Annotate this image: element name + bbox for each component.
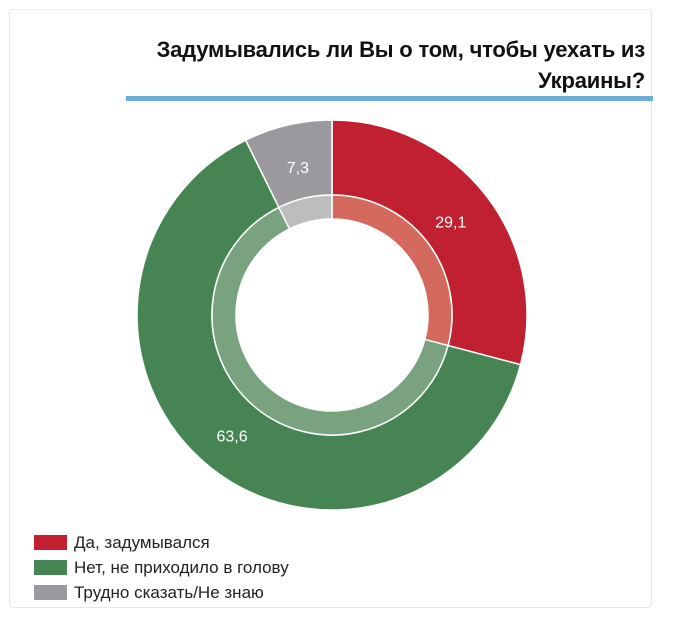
chart-legend: Да, задумывался Нет, не приходило в голо… bbox=[34, 530, 289, 605]
legend-item-no: Нет, не приходило в голову bbox=[34, 555, 289, 580]
legend-swatch-hard bbox=[34, 585, 67, 600]
donut-hole bbox=[236, 219, 428, 411]
legend-label-yes: Да, задумывался bbox=[74, 532, 210, 552]
legend-label-hard: Трудно сказать/Не знаю bbox=[74, 582, 264, 602]
chart-title: Задумывались ли Вы о том, чтобы уехать и… bbox=[156, 37, 646, 93]
title-underline bbox=[126, 96, 653, 101]
slice-label-no: 63,6 bbox=[216, 429, 247, 446]
slice-label-yes: 29,1 bbox=[435, 215, 466, 232]
legend-label-no: Нет, не приходило в голову bbox=[74, 557, 289, 577]
slice-label-hard: 7,3 bbox=[287, 160, 309, 177]
legend-swatch-no bbox=[34, 560, 67, 575]
legend-item-yes: Да, задумывался bbox=[34, 530, 289, 555]
legend-swatch-yes bbox=[34, 535, 67, 550]
legend-item-hard: Трудно сказать/Не знаю bbox=[34, 580, 289, 605]
